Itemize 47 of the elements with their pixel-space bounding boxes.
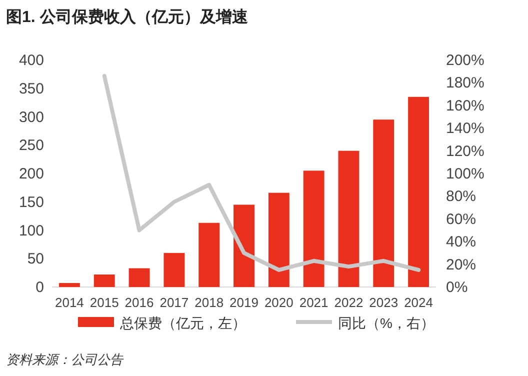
y2-tick-label: 200% bbox=[446, 52, 484, 69]
legend-label: 同比（%，右） bbox=[338, 315, 434, 331]
bar bbox=[338, 150, 360, 287]
x-tick-label: 2019 bbox=[230, 295, 258, 310]
bar bbox=[58, 283, 80, 287]
bar bbox=[164, 252, 185, 287]
y2-tick-label: 140% bbox=[446, 120, 484, 138]
y-tick-label: 300 bbox=[18, 108, 44, 126]
legend-label: 总保费（亿元，左） bbox=[119, 315, 246, 331]
y2-tick-label: 160% bbox=[446, 97, 484, 114]
text: 资料来源：公司公告 bbox=[6, 352, 124, 367]
x-tick-label: 2022 bbox=[334, 295, 364, 310]
x-tick-label: 2018 bbox=[194, 295, 224, 310]
y2-tick-label: 100% bbox=[446, 166, 484, 182]
y-tick-label: 0 bbox=[36, 279, 44, 296]
bar bbox=[234, 204, 254, 287]
y-tick-label: 100 bbox=[18, 222, 44, 240]
y-tick-label: 50 bbox=[27, 250, 44, 268]
line-series bbox=[102, 74, 421, 272]
bar bbox=[198, 222, 220, 287]
x-tick-label: 2023 bbox=[369, 295, 398, 310]
bar bbox=[408, 96, 430, 287]
x-tick-label: 2021 bbox=[299, 295, 328, 310]
bar bbox=[303, 170, 324, 287]
y2-tick-label: 20% bbox=[446, 256, 476, 274]
y-tick-label: 350 bbox=[18, 80, 44, 98]
x-tick-label: 2015 bbox=[90, 295, 119, 310]
x-tick-label: 2017 bbox=[160, 295, 189, 310]
x-tick-label: 2024 bbox=[404, 295, 434, 310]
y-tick-label: 150 bbox=[18, 194, 44, 211]
y2-tick-label: 0% bbox=[446, 279, 468, 296]
y2-tick-label: 60% bbox=[446, 210, 476, 228]
x-tick-label: 2014 bbox=[54, 295, 84, 310]
y-tick-label: 200 bbox=[18, 166, 44, 182]
y-tick-label: 250 bbox=[18, 137, 44, 154]
x-tick-label: 2016 bbox=[124, 295, 154, 310]
chart-title: 图1. 公司保费收入（亿元）及增速 bbox=[6, 8, 249, 26]
x-tick-label: 2020 bbox=[264, 295, 294, 310]
bar bbox=[268, 192, 290, 287]
y2-tick-label: 80% bbox=[446, 188, 476, 206]
bar bbox=[94, 274, 115, 287]
y-tick-label: 400 bbox=[18, 52, 44, 69]
bar bbox=[128, 268, 150, 287]
y2-tick-label: 40% bbox=[446, 234, 476, 251]
bar bbox=[373, 120, 394, 287]
y2-tick-label: 120% bbox=[446, 142, 484, 160]
y2-tick-label: 180% bbox=[446, 74, 484, 92]
